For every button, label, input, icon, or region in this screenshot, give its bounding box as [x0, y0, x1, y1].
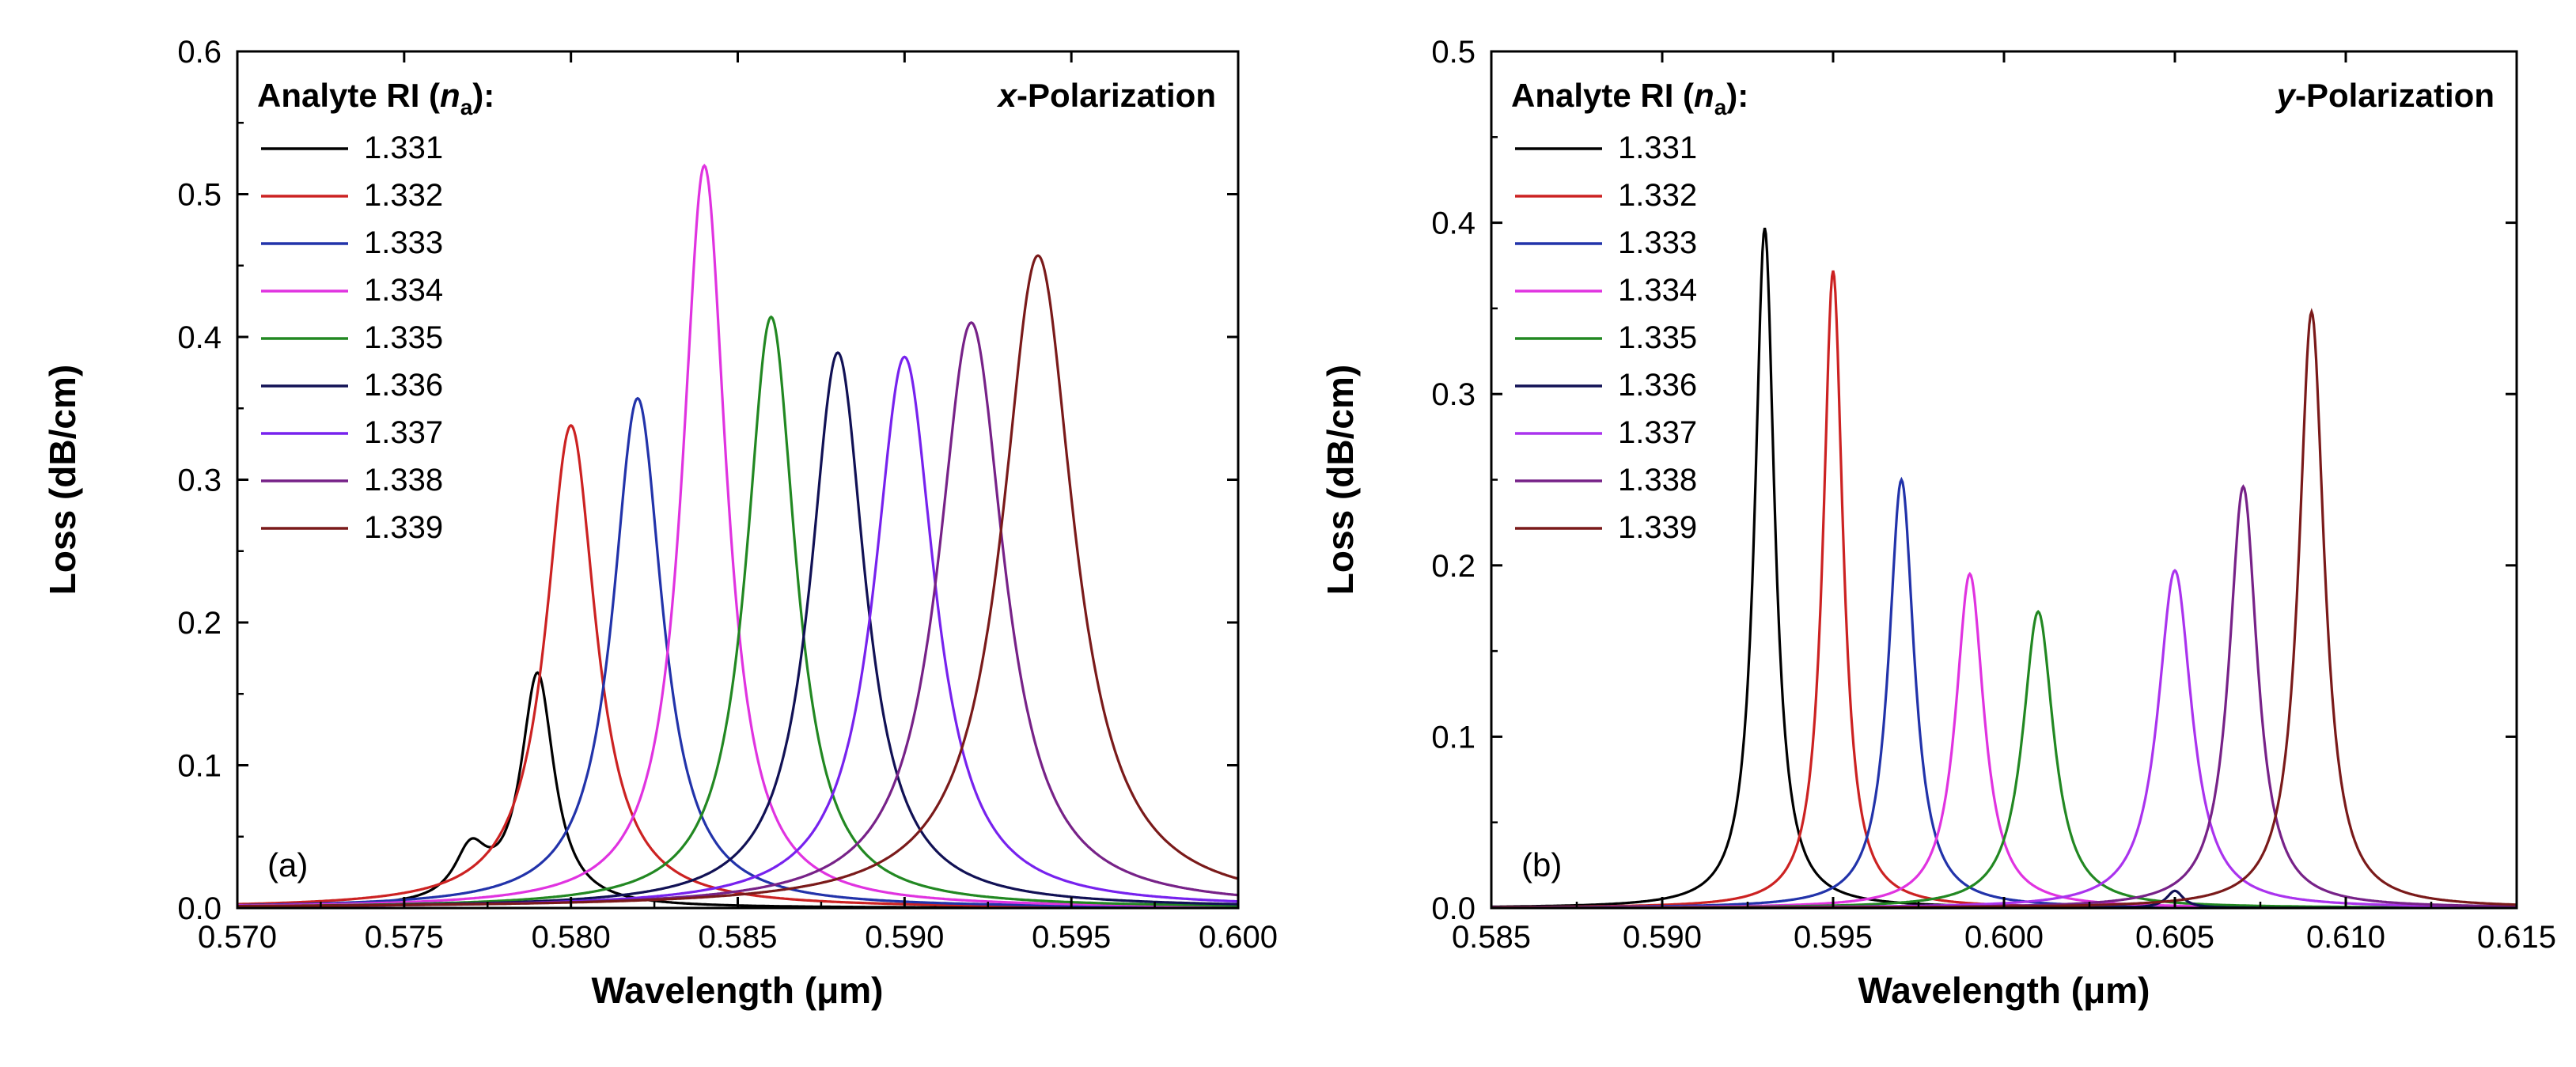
- a-y-tick-label: 0.0: [177, 891, 222, 926]
- a-y-axis-title: Loss (dB/cm): [42, 365, 83, 595]
- b-legend-title: Analyte RI (na):: [1511, 77, 1748, 119]
- b-legend-label: 1.332: [1618, 178, 1697, 213]
- a-x-tick-label: 0.585: [698, 920, 777, 955]
- a-legend-title: Analyte RI (na):: [257, 77, 494, 119]
- a-legend-label: 1.332: [364, 178, 443, 213]
- b-x-tick-label: 0.610: [2306, 920, 2385, 955]
- a-y-tick-label: 0.2: [177, 606, 222, 641]
- b-panel-label: (b): [1521, 846, 1562, 883]
- b-x-tick-label: 0.595: [1794, 920, 1873, 955]
- a-y-tick-label: 0.4: [177, 320, 222, 355]
- a-legend-label: 1.337: [364, 415, 443, 450]
- b-x-tick-label: 0.615: [2477, 920, 2556, 955]
- b-legend-label: 1.337: [1618, 415, 1697, 450]
- b-y-axis-title: Loss (dB/cm): [1320, 365, 1361, 595]
- b-y-tick-label: 0.0: [1431, 891, 1476, 926]
- b-y-tick-label: 0.5: [1431, 35, 1476, 70]
- b-legend-label: 1.331: [1618, 131, 1697, 165]
- a-legend-label: 1.336: [364, 368, 443, 403]
- a-x-tick-label: 0.600: [1199, 920, 1278, 955]
- a-x-axis-title: Wavelength (μm): [592, 970, 884, 1011]
- a-legend-label: 1.333: [364, 225, 443, 260]
- a-x-tick-label: 0.595: [1032, 920, 1111, 955]
- b-x-tick-label: 0.605: [2135, 920, 2214, 955]
- a-legend-label: 1.335: [364, 320, 443, 355]
- b-y-tick-label: 0.3: [1431, 377, 1476, 412]
- b-y-tick-label: 0.4: [1431, 206, 1476, 241]
- a-panel-label: (a): [267, 846, 308, 883]
- a-legend-label: 1.338: [364, 463, 443, 498]
- a-legend-label: 1.339: [364, 510, 443, 545]
- panel-b-chart: 0.585 0.590 0.595 0.600 0.605 0.610 0.615 0.0 0.…: [1320, 35, 2556, 1011]
- b-x-axis-title: Wavelength (μm): [1858, 970, 2150, 1011]
- a-x-tick-label: 0.590: [865, 920, 944, 955]
- a-y-tick-label: 0.6: [177, 35, 222, 70]
- b-y-tick-label: 0.2: [1431, 549, 1476, 584]
- b-legend-label: 1.338: [1618, 463, 1697, 498]
- a-x-tick-label: 0.575: [365, 920, 444, 955]
- b-x-tick-label: 0.600: [1964, 920, 2044, 955]
- b-x-tick-label: 0.590: [1623, 920, 1702, 955]
- a-y-tick-label: 0.1: [177, 749, 222, 784]
- b-x-tick-label: 0.585: [1452, 920, 1531, 955]
- b-legend-label: 1.339: [1618, 510, 1697, 545]
- b-legend-label: 1.335: [1618, 320, 1697, 355]
- a-y-tick-label: 0.5: [177, 178, 222, 213]
- b-legend-label: 1.336: [1618, 368, 1697, 403]
- a-legend-label: 1.331: [364, 131, 443, 165]
- a-polarization-label: x-Polarization: [997, 77, 1216, 114]
- a-legend-label: 1.334: [364, 273, 443, 308]
- a-y-tick-label: 0.3: [177, 464, 222, 498]
- panel-a-chart: 0.570 0.575 0.580 0.585 0.590 0.595 0.600 0.0 0.…: [42, 35, 1278, 1011]
- b-legend-label: 1.334: [1618, 273, 1697, 308]
- a-x-tick-label: 0.570: [198, 920, 277, 955]
- b-polarization-label: y-Polarization: [2275, 77, 2495, 114]
- b-legend-label: 1.333: [1618, 225, 1697, 260]
- b-y-tick-label: 0.1: [1431, 720, 1476, 755]
- a-x-tick-label: 0.580: [532, 920, 611, 955]
